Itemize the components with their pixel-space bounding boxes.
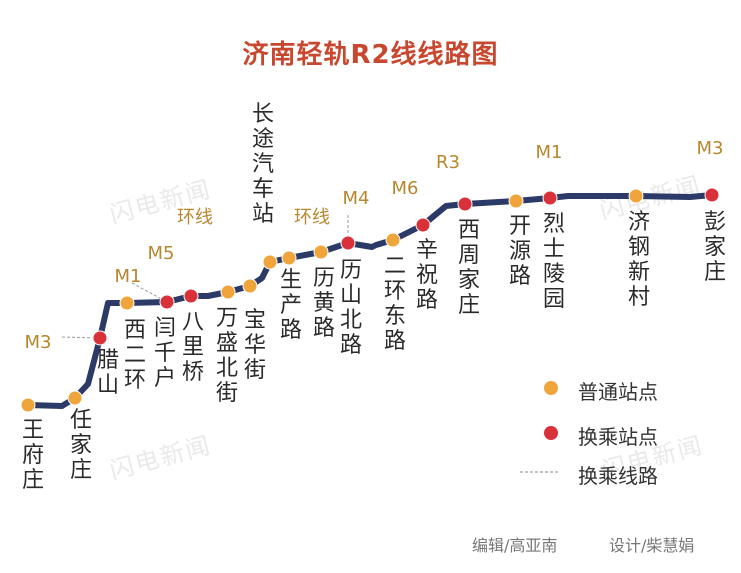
station-label: 烈士陵园 [542, 212, 565, 312]
legend-transfer-label: 换乘站点 [578, 425, 658, 449]
credit-designer: 设计/柴慧娟 [609, 536, 695, 555]
station-dot[interactable] [313, 244, 329, 260]
transfer-station-dot[interactable] [159, 294, 175, 310]
station-label: 王府庄 [21, 418, 44, 493]
credit-editor: 编辑/高亚南 [472, 536, 558, 555]
station-label: 八里桥 [181, 310, 204, 385]
station-label: 长途汽车站 [251, 102, 274, 227]
station-label: 生产路 [279, 268, 302, 343]
station-dot[interactable] [20, 397, 36, 413]
station-dot[interactable] [220, 284, 236, 300]
station-label: 任家庄 [69, 408, 92, 483]
legend-normal-dot [544, 381, 558, 395]
page-title: 济南轻轨R2线线路图 [242, 40, 499, 70]
station-dot[interactable] [119, 295, 135, 311]
transfer-station-dot[interactable] [704, 187, 720, 203]
station-label: 万盛北街 [215, 306, 238, 406]
station-label: 西二环 [123, 318, 146, 393]
transfer-station-dot[interactable] [183, 288, 199, 304]
station-dot[interactable] [262, 254, 278, 270]
transfer-station-dot[interactable] [92, 330, 108, 346]
station-label: 二环东路 [383, 254, 406, 354]
station-label: 历黄路 [312, 266, 335, 341]
station-label: 宝华街 [243, 308, 266, 383]
station-dot[interactable] [628, 188, 644, 204]
transfer-line-label: M5 [147, 243, 175, 264]
transfer-station-dot[interactable] [457, 196, 473, 212]
transfer-station-dot[interactable] [415, 217, 431, 233]
station-label: 西周家庄 [457, 218, 480, 318]
station-dot[interactable] [508, 193, 524, 209]
transfer-connector [131, 282, 168, 303]
station-label: 开源路 [508, 214, 531, 289]
transfer-line-label: M1 [114, 266, 142, 287]
legend-transfer-dot [544, 426, 558, 440]
station-dot[interactable] [67, 390, 83, 406]
transfer-line-label: R3 [436, 152, 460, 173]
transfer-line-label: M3 [24, 332, 52, 353]
station-label: 闫千户 [153, 316, 176, 391]
station-label: 彭家庄 [703, 210, 726, 285]
station-dot[interactable] [385, 232, 401, 248]
station-dot[interactable] [281, 250, 297, 266]
transfer-line-label: M6 [391, 178, 419, 199]
station-label: 济钢新村 [627, 210, 650, 310]
legend-transfer-line-label: 换乘线路 [578, 464, 658, 488]
transfer-line-label-loop: 环线 [294, 207, 330, 228]
transfer-station-dot[interactable] [340, 235, 356, 251]
station-label: 辛祝路 [415, 238, 438, 313]
transfer-line-label: M1 [535, 142, 563, 163]
station-label: 历山北路 [339, 258, 362, 358]
legend-normal-label: 普通站点 [578, 380, 658, 404]
transfer-line-label: M4 [342, 188, 370, 209]
transfer-station-dot[interactable] [542, 190, 558, 206]
transfer-line-label-loop: 环线 [177, 207, 213, 228]
station-label: 腊山 [96, 348, 119, 398]
station-dot[interactable] [242, 278, 258, 294]
transfer-line-label: M3 [696, 138, 724, 159]
